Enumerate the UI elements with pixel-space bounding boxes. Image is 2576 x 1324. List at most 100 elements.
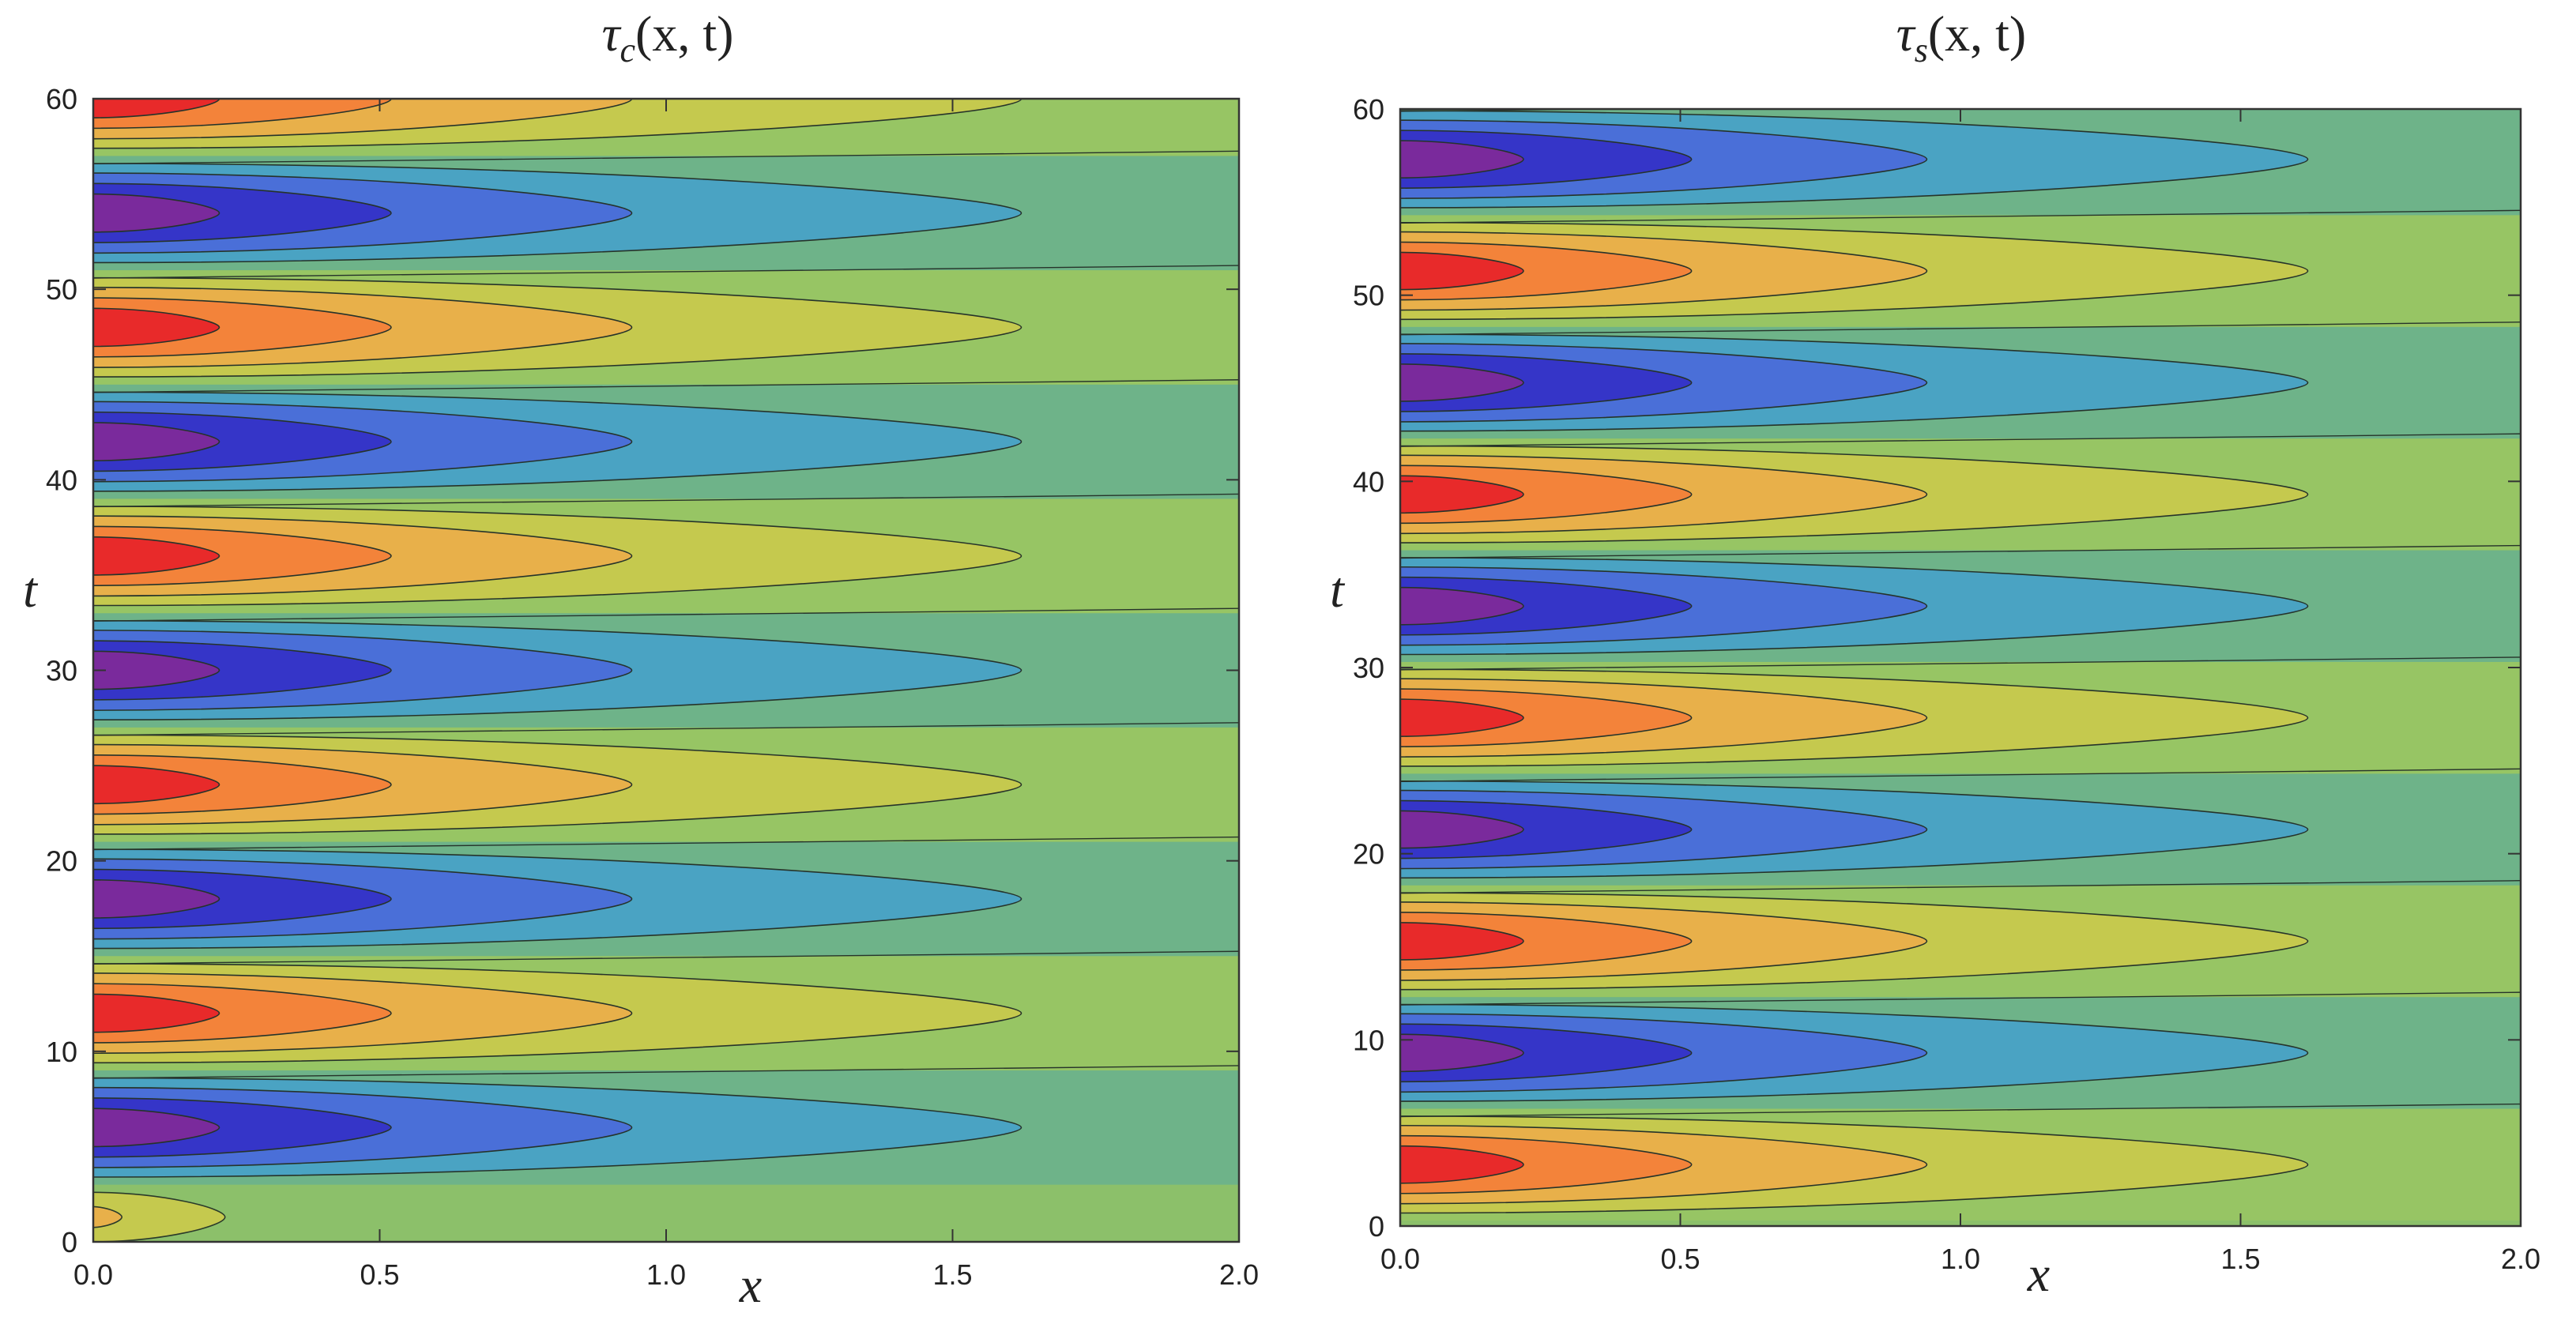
contour-level: [90, 0, 220, 3]
contour-line: [93, 379, 1239, 393]
contour-level: [93, 297, 392, 358]
x-axis-label: x: [2027, 1246, 2050, 1302]
contour-level: [93, 525, 392, 586]
plot-area: [90, 0, 1239, 1242]
lobe-negative: [93, 848, 1022, 950]
lobe-positive: [1397, 0, 2308, 96]
contour-level: [1400, 912, 1693, 971]
contour-line: [93, 950, 1239, 965]
contour-line: [1400, 544, 2521, 559]
contour-level: [1400, 475, 1524, 514]
contour-level: [93, 307, 220, 348]
lobe-negative: [1400, 110, 2309, 209]
contour-level: [93, 640, 392, 701]
y-tick-label: 20: [46, 845, 77, 878]
contour-level: [1400, 922, 1524, 961]
contour-line: [1400, 656, 2521, 671]
x-tick-label: 0.5: [1660, 1243, 1700, 1275]
x-tick-label: 0.0: [73, 1258, 113, 1291]
contour-level: [93, 993, 220, 1033]
contour-level: [1397, 29, 1523, 66]
y-tick-label: 10: [1353, 1024, 1384, 1056]
lobe-positive: [93, 506, 1022, 607]
contour-level: [93, 193, 220, 233]
contour-level: [1400, 241, 1693, 301]
contour-line: [1400, 209, 2521, 224]
contour-panel-tau-c: 0.0 0.5 1.0 1.5 2.0 0 10 20 30 40 50 60 x t τc(x, t): [23, 0, 1259, 1313]
contour-line: [93, 836, 1239, 851]
contour-panel-tau-s: 0.0 0.5 1.0 1.5 2.0 0 10 20 30 40 50 60 x t τs(x, t): [1330, 0, 2540, 1302]
y-tick-label: 30: [1353, 652, 1384, 684]
contour-level: [1400, 130, 1693, 189]
x-axis-label: x: [739, 1257, 762, 1313]
y-tick-label: 30: [46, 655, 77, 687]
contour-level: [93, 411, 392, 472]
contour-level: [93, 1206, 123, 1228]
contour-level: [1400, 1145, 1524, 1184]
contour-level: [1400, 1033, 1524, 1073]
contour-level: [1400, 251, 1524, 291]
contour-level: [1400, 698, 1524, 737]
y-tick-label: 50: [46, 273, 77, 306]
contour-line: [93, 722, 1239, 736]
lobe-negative: [90, 0, 1022, 34]
contour-line: [1400, 880, 2521, 894]
contour-line: [93, 1065, 1239, 1079]
contour-level: [90, 0, 391, 14]
lobe-negative: [1400, 557, 2309, 656]
lobe-negative: [1400, 333, 2309, 432]
axis-ticks: 0.0 0.5 1.0 1.5 2.0 0 10 20 30 40 50 60: [46, 83, 1259, 1291]
contour-level: [93, 650, 220, 690]
y-tick-label: 60: [1353, 93, 1384, 126]
lobe-positive: [1400, 668, 2309, 767]
y-tick-label: 0: [62, 1226, 77, 1258]
lobe-negative: [93, 391, 1022, 492]
contour-level: [93, 182, 392, 243]
contour-level: [1400, 363, 1524, 402]
x-tick-label: 2.0: [2501, 1243, 2540, 1275]
lobe-positive: [93, 963, 1022, 1064]
axis-ticks: 0.0 0.5 1.0 1.5 2.0 0 10 20 30 40 50 60: [1353, 93, 2540, 1275]
contour-level: [1400, 1134, 1693, 1194]
y-axis-label: t: [23, 562, 39, 618]
chart-title: τc(x, t): [602, 6, 734, 70]
y-axis-label: t: [1330, 562, 1346, 618]
contour-level: [93, 536, 220, 576]
plot-area: [1397, 0, 2521, 1226]
lobe-positive: [1400, 445, 2309, 544]
contour-level: [93, 1097, 392, 1158]
contour-level: [1400, 1023, 1693, 1083]
y-tick-label: 40: [1353, 465, 1384, 498]
contour-line: [1400, 433, 2521, 447]
lobe-negative: [1400, 1003, 2309, 1102]
y-tick-label: 40: [46, 464, 77, 496]
contour-level: [93, 765, 220, 805]
contour-level: [1400, 140, 1524, 179]
contour-level: [93, 879, 220, 919]
contour-level: [90, 0, 1022, 34]
contour-level: [1400, 586, 1524, 626]
contour-line: [93, 607, 1239, 622]
contour-line: [93, 265, 1239, 279]
contour-level: [1400, 810, 1524, 849]
lobe-positive: [1400, 892, 2309, 991]
x-tick-label: 1.0: [1941, 1243, 1980, 1275]
contour-line: [93, 150, 1239, 165]
contour-level: [1397, 19, 1692, 77]
contour-line: [1400, 768, 2521, 783]
y-tick-label: 10: [46, 1036, 77, 1068]
lobe-positive: [93, 1191, 226, 1242]
x-tick-label: 1.5: [932, 1258, 972, 1291]
contour-line: [1400, 322, 2521, 336]
contour-level: [1400, 353, 1693, 412]
contour-level: [93, 868, 392, 930]
contour-line: [93, 493, 1239, 508]
lobe-positive: [93, 734, 1022, 835]
contour-level: [1397, 9, 1926, 87]
lobe-positive: [1400, 221, 2309, 321]
contour-level: [1400, 688, 1693, 747]
y-tick-label: 20: [1353, 838, 1384, 871]
contour-level: [93, 1108, 220, 1148]
x-tick-label: 1.5: [2220, 1243, 2260, 1275]
